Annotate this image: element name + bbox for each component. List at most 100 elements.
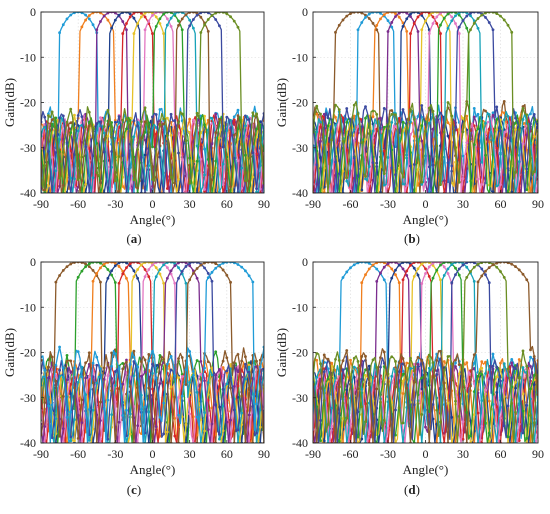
data-point xyxy=(427,275,431,278)
data-point xyxy=(480,160,484,164)
data-point xyxy=(188,130,192,134)
data-point xyxy=(206,360,210,364)
data-point xyxy=(117,115,121,118)
data-point xyxy=(206,276,210,280)
data-point xyxy=(65,120,69,124)
data-point xyxy=(461,130,465,134)
data-point xyxy=(188,156,192,160)
data-point xyxy=(397,15,401,19)
data-point xyxy=(337,385,341,389)
data-point xyxy=(139,12,143,15)
data-point xyxy=(450,281,454,285)
data-point xyxy=(162,122,166,126)
data-point xyxy=(510,139,514,143)
data-point xyxy=(188,380,192,384)
data-point xyxy=(420,104,424,107)
data-point xyxy=(397,128,401,132)
data-point xyxy=(218,165,221,169)
data-point xyxy=(454,22,457,25)
data-point xyxy=(61,427,65,431)
data-point xyxy=(352,139,356,143)
data-point xyxy=(499,14,502,18)
data-point xyxy=(330,364,334,368)
data-point xyxy=(420,124,424,128)
panel-label-part: d xyxy=(408,482,416,497)
data-point xyxy=(326,357,330,361)
data-point xyxy=(43,401,47,404)
data-point xyxy=(99,400,102,404)
data-point xyxy=(84,145,87,149)
data-point xyxy=(487,21,491,24)
data-point xyxy=(69,13,73,17)
data-point xyxy=(337,108,341,112)
data-point xyxy=(132,374,136,378)
data-point xyxy=(255,381,258,384)
data-point xyxy=(514,265,517,268)
data-point xyxy=(502,118,506,122)
data-point xyxy=(487,368,491,372)
data-point xyxy=(364,16,367,19)
data-point xyxy=(102,407,106,411)
data-point xyxy=(457,267,461,271)
data-point xyxy=(203,366,206,370)
data-point xyxy=(210,116,214,120)
data-point xyxy=(236,428,240,432)
data-point xyxy=(427,262,431,264)
data-point xyxy=(330,382,334,386)
data-point xyxy=(517,128,521,132)
data-point xyxy=(125,22,128,25)
x-tick-label: -90 xyxy=(305,197,321,211)
data-point xyxy=(218,117,221,121)
y-tick-label: 0 xyxy=(302,255,308,269)
data-point xyxy=(143,275,147,279)
data-point xyxy=(184,265,188,268)
data-point xyxy=(454,399,457,403)
data-point xyxy=(360,188,364,192)
y-tick-label: -30 xyxy=(292,391,308,405)
data-point xyxy=(397,361,401,364)
y-tick-label: -30 xyxy=(292,141,308,155)
data-point xyxy=(99,280,102,284)
data-point xyxy=(229,363,232,366)
data-point xyxy=(136,424,140,427)
data-point xyxy=(132,349,136,353)
data-point xyxy=(58,434,61,438)
data-point xyxy=(420,183,424,186)
x-tick-label: 90 xyxy=(258,197,270,211)
x-axis-label: Angle(°) xyxy=(403,462,449,477)
data-point xyxy=(43,125,47,129)
data-point xyxy=(427,165,431,169)
data-point xyxy=(87,265,91,269)
data-point xyxy=(499,368,502,372)
data-point xyxy=(367,165,371,168)
data-point xyxy=(416,153,420,157)
data-point xyxy=(457,12,461,15)
data-point xyxy=(121,12,125,14)
data-point xyxy=(258,164,262,167)
x-tick-label: 90 xyxy=(532,447,544,461)
data-point xyxy=(54,379,58,383)
data-point xyxy=(221,359,225,363)
data-point xyxy=(517,422,521,426)
data-point xyxy=(416,267,420,271)
data-point xyxy=(364,420,367,424)
data-point xyxy=(203,262,206,265)
data-point xyxy=(442,262,446,264)
data-point xyxy=(446,26,450,30)
data-point xyxy=(95,271,99,275)
data-point xyxy=(58,116,61,120)
data-point xyxy=(244,153,247,157)
data-point xyxy=(341,116,345,120)
data-point xyxy=(427,121,431,125)
data-point xyxy=(203,266,206,270)
data-point xyxy=(50,436,54,439)
data-point xyxy=(236,114,240,118)
data-point xyxy=(180,17,184,21)
data-point xyxy=(58,274,61,277)
series-markers-6 xyxy=(313,12,538,193)
data-point xyxy=(58,176,61,180)
data-point xyxy=(106,437,110,441)
panel-label-part: ) xyxy=(416,482,420,497)
data-point xyxy=(480,399,484,402)
series-markers-11 xyxy=(41,262,264,443)
